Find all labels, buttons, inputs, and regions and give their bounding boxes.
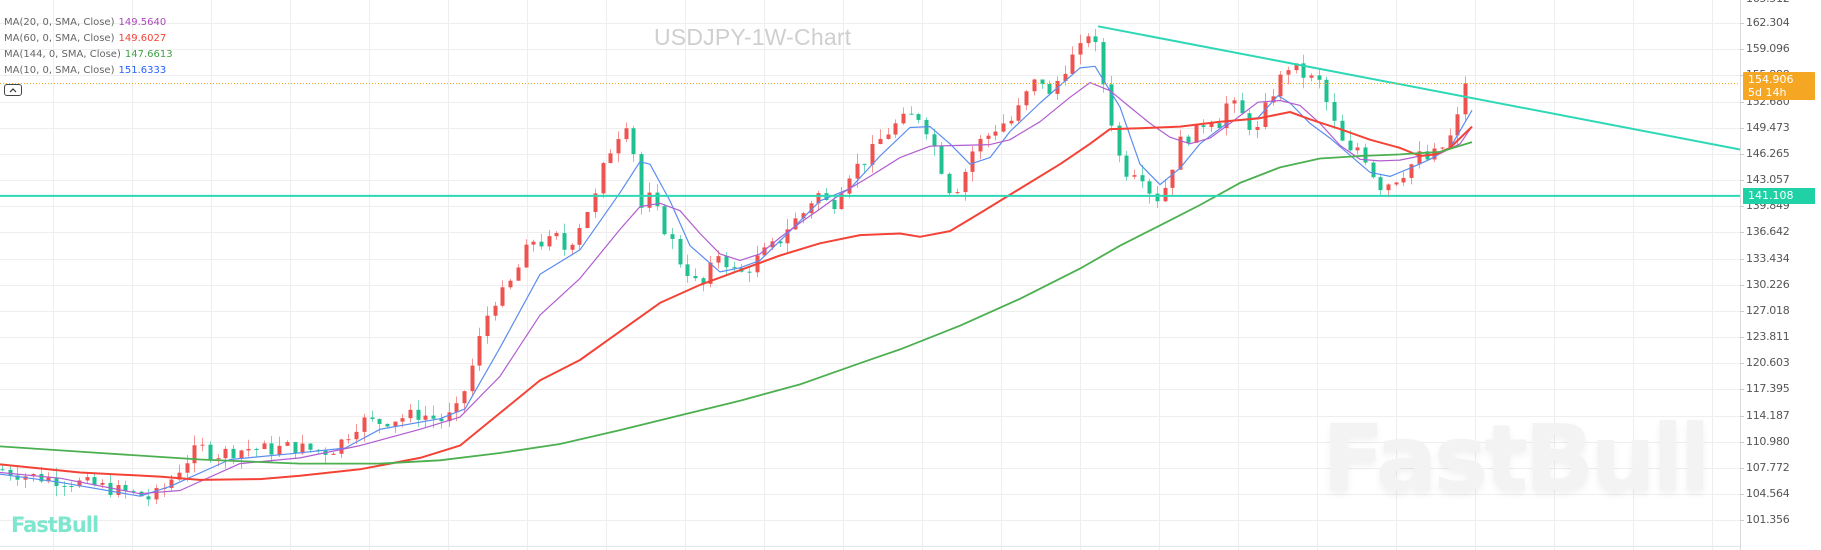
legend-value: 149.5640 xyxy=(118,17,167,28)
legend-value: 147.6613 xyxy=(124,49,173,60)
legend-value: 149.6027 xyxy=(118,33,167,44)
price-axis-tick: 101.356 xyxy=(1746,513,1790,527)
price-axis-tick: 162.304 xyxy=(1746,16,1790,29)
price-axis-tick: 149.473 xyxy=(1746,120,1790,134)
legend-label: MA(10, 0, SMA, Close) xyxy=(4,65,115,76)
legend-ma60[interactable]: MA(60, 0, SMA, Close) 149.6027 xyxy=(4,31,173,47)
fastbull-logo: FastBull xyxy=(11,513,99,537)
chart-title: USDJPY-1W-Chart xyxy=(654,24,852,50)
price-axis-tick: 133.434 xyxy=(1746,251,1790,265)
price-axis-tick: 127.018 xyxy=(1746,303,1790,317)
price-axis-tick: 136.642 xyxy=(1746,225,1790,239)
ma-line xyxy=(0,65,1473,497)
price-axis-tick: 117.395 xyxy=(1746,382,1790,396)
ma-line xyxy=(0,82,1473,495)
candles xyxy=(0,29,1468,507)
price-axis-tick: 165.512 xyxy=(1746,0,1790,5)
legend-label: MA(144, 0, SMA, Close) xyxy=(4,49,121,60)
legend-label: MA(60, 0, SMA, Close) xyxy=(4,33,115,44)
ma-line xyxy=(0,111,1473,481)
last-price-tag: 154.906 5d 14h xyxy=(1743,72,1815,100)
indicator-legend: MA(20, 0, SMA, Close) 149.5640 MA(60, 0, … xyxy=(4,15,173,79)
chevron-up-icon xyxy=(9,87,17,92)
price-axis-tick: 107.772 xyxy=(1746,460,1790,474)
legend-ma10[interactable]: MA(10, 0, SMA, Close) 151.6333 xyxy=(4,63,173,79)
descending-resistance-line[interactable] xyxy=(1097,25,1741,151)
legend-ma20[interactable]: MA(20, 0, SMA, Close) 149.5640 xyxy=(4,15,173,31)
price-axis-tick: 120.603 xyxy=(1746,356,1790,370)
price-axis-tick: 110.980 xyxy=(1746,434,1790,448)
candle-countdown: 5d 14h xyxy=(1748,86,1787,99)
support-line-price-tag: 141.108 xyxy=(1743,188,1815,204)
price-axis-tick: 146.265 xyxy=(1746,146,1790,160)
legend-label: MA(20, 0, SMA, Close) xyxy=(4,17,115,28)
price-axis-tick: 159.096 xyxy=(1746,42,1790,56)
ma-line xyxy=(0,141,1473,465)
legend-value: 151.6333 xyxy=(118,65,167,76)
price-axis-tick: 104.564 xyxy=(1746,487,1790,501)
price-axis-tick: 114.187 xyxy=(1746,408,1790,422)
watermark-logo: FastBull xyxy=(1322,405,1711,512)
price-axis-tick: 123.811 xyxy=(1746,330,1790,344)
legend-ma144[interactable]: MA(144, 0, SMA, Close) 147.6613 xyxy=(4,47,173,63)
price-axis-tick: 130.226 xyxy=(1746,277,1790,291)
price-axis-tick: 143.057 xyxy=(1746,173,1790,187)
collapse-legend-button[interactable] xyxy=(4,84,22,96)
last-price-value: 154.906 xyxy=(1748,73,1794,86)
